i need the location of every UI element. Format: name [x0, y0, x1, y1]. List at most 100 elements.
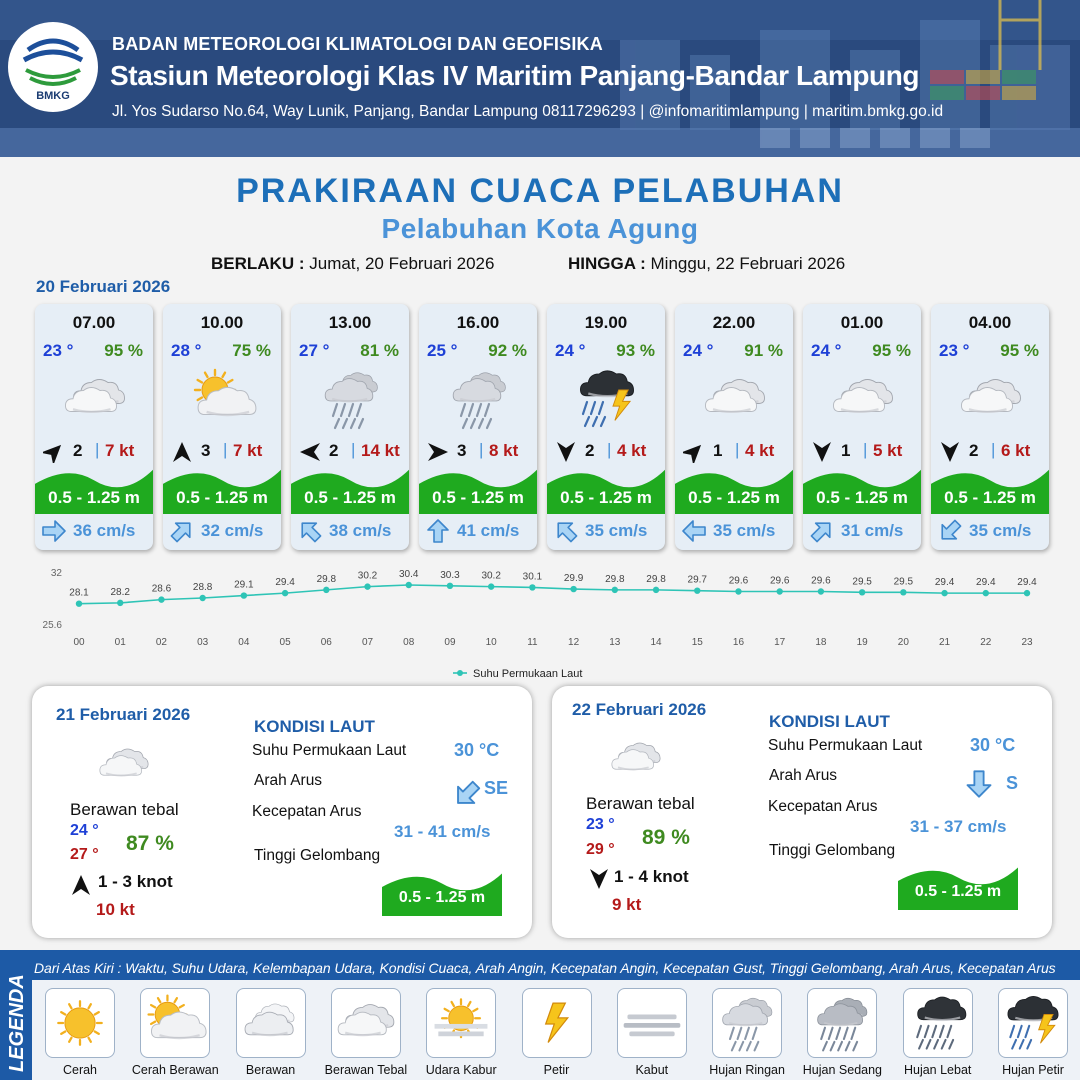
gust-speed: 4 kt [745, 441, 775, 460]
x-tick-label: 16 [733, 637, 745, 648]
legend-item-hujan-ringan [712, 988, 783, 1058]
current-speed-value: 31 - 41 cm/s [394, 822, 491, 841]
wave-icon [291, 469, 409, 514]
organization-name: BADAN METEOROLOGI KLIMATOLOGI DAN GEOFIS… [112, 34, 603, 54]
wave-icon [547, 469, 665, 514]
forecast-card: 07.00 23 ° 95 % 2 | 7 kt 0.5 - 1.25 m 36… [35, 304, 153, 550]
day-wave-graphic [382, 866, 502, 916]
sst-data-point [900, 589, 907, 596]
current-direction-icon [682, 520, 706, 542]
sst-data-label: 29.4 [976, 577, 996, 588]
wind-direction-icon [557, 442, 575, 462]
sst-data-label: 28.2 [110, 587, 130, 598]
sst-data-point [694, 587, 701, 594]
wind-speed: 3 [457, 441, 467, 460]
wind-direction [427, 441, 449, 463]
bmkg-emblem-icon [22, 38, 84, 86]
berawan-tebal-icon [99, 748, 149, 777]
current-info: 35 cm/s [675, 516, 793, 546]
day-wind-speed: 1 - 4 knot [614, 867, 689, 886]
legend-item-hujan-petir [998, 988, 1068, 1058]
sst-data-point [941, 589, 948, 597]
sst-data-point [982, 589, 989, 597]
wave-height: 0.5 - 1.25 m [176, 488, 268, 507]
legend-item-berawan [235, 988, 306, 1058]
current-direction-icon [966, 770, 992, 798]
current-info: 38 cm/s [291, 516, 409, 546]
air-temperature: 24 ° [811, 341, 842, 360]
legend-caption: Dari Atas Kiri : Waktu, Suhu Udara, Kele… [34, 960, 1056, 976]
legend-label: Udara Kabur [425, 1063, 497, 1077]
sst-data-label: 29.8 [605, 574, 625, 585]
sst-value: 30 °C [454, 740, 500, 760]
wave-icon [382, 873, 502, 916]
current-speed: 35 cm/s [585, 521, 648, 540]
validity-to-value: Minggu, 22 Februari 2026 [650, 254, 846, 273]
current-speed: 31 cm/s [841, 521, 904, 540]
current-speed-label: Kecepatan Arus [252, 803, 362, 820]
current-direction-icon [941, 519, 962, 540]
current-info: 32 cm/s [163, 516, 281, 546]
page-title: PRAKIRAAN CUACA PELABUHAN [236, 172, 844, 210]
x-tick-label: 13 [609, 637, 621, 648]
day-wave-height: 0.5 - 1.25 m [914, 883, 1002, 900]
humidity: 95 % [104, 341, 143, 360]
sst-data-point [487, 583, 495, 590]
current-speed-value: 31 - 37 cm/s [910, 817, 1007, 836]
day-summary-21: 21 Februari 2026 Berawan tebal 24 ° 27 °… [32, 686, 532, 938]
sst-data-point [364, 583, 371, 590]
hujan-petir-icon [1007, 995, 1059, 1050]
day-gust-speed: 9 kt [612, 895, 642, 914]
sst-series-line [78, 584, 1027, 605]
sst-data-label: 30.4 [399, 569, 419, 580]
current-direction-label: Arah Arus [254, 772, 323, 789]
forecast-card: 13.00 27 ° 81 % 2 | 14 kt 0.5 - 1.25 m 3… [291, 304, 409, 550]
legend-item-berawan-tebal [330, 988, 401, 1058]
wave-graphic [419, 462, 537, 514]
gust-speed: 14 kt [361, 441, 400, 460]
wave-height: 0.5 - 1.25 m [432, 488, 524, 507]
current-direction-icon [457, 780, 481, 804]
forecast-time: 01.00 [840, 313, 884, 332]
current-direction-icon [170, 522, 191, 543]
wind-info: 1 | 5 kt [809, 438, 915, 464]
wind-direction-icon [428, 443, 448, 461]
sst-data-point [1023, 589, 1031, 597]
forecast-time: 07.00 [72, 313, 116, 332]
wave-graphic [163, 462, 281, 514]
validity-to-label: HINGGA : [568, 254, 646, 273]
x-tick-label: 21 [939, 637, 951, 648]
legend-item-petir [521, 988, 592, 1058]
current-direction [553, 518, 579, 544]
kabut-icon [623, 1014, 681, 1037]
separator: | [607, 440, 612, 459]
wind-speed: 2 [585, 441, 595, 460]
weather-condition [699, 366, 771, 432]
sst-data-label: 29.4 [935, 577, 955, 588]
cerah-berawan-icon [193, 368, 257, 417]
wave-icon [898, 867, 1018, 910]
legend-item-kabut [616, 988, 687, 1058]
day-weather-condition [604, 732, 668, 786]
forecast-card: 01.00 24 ° 95 % 1 | 5 kt 0.5 - 1.25 m 31… [803, 304, 921, 550]
kondisi-laut-title: KONDISI LAUT [254, 717, 375, 736]
air-temperature: 28 ° [171, 341, 202, 360]
sst-data-label: 28.1 [69, 588, 89, 599]
berawan-tebal-icon [961, 379, 1021, 413]
current-direction [809, 518, 835, 544]
x-tick-label: 07 [362, 637, 374, 648]
weather-condition [955, 366, 1027, 432]
weather-condition [827, 366, 899, 432]
gust-speed: 8 kt [489, 441, 519, 460]
legend-marker [457, 670, 463, 676]
current-info: 31 cm/s [803, 516, 921, 546]
separator: | [351, 440, 356, 459]
sst-label: Suhu Permukaan Laut [252, 742, 407, 759]
sst-data-label: 29.4 [1017, 577, 1037, 588]
x-tick-label: 06 [321, 637, 333, 648]
x-tick-label: 11 [527, 637, 538, 648]
legend-entry: Suhu Permukaan Laut [473, 668, 582, 680]
x-tick-label: 18 [815, 637, 827, 648]
hujan-petir-icon [580, 370, 634, 428]
wind-direction-icon [40, 444, 62, 466]
